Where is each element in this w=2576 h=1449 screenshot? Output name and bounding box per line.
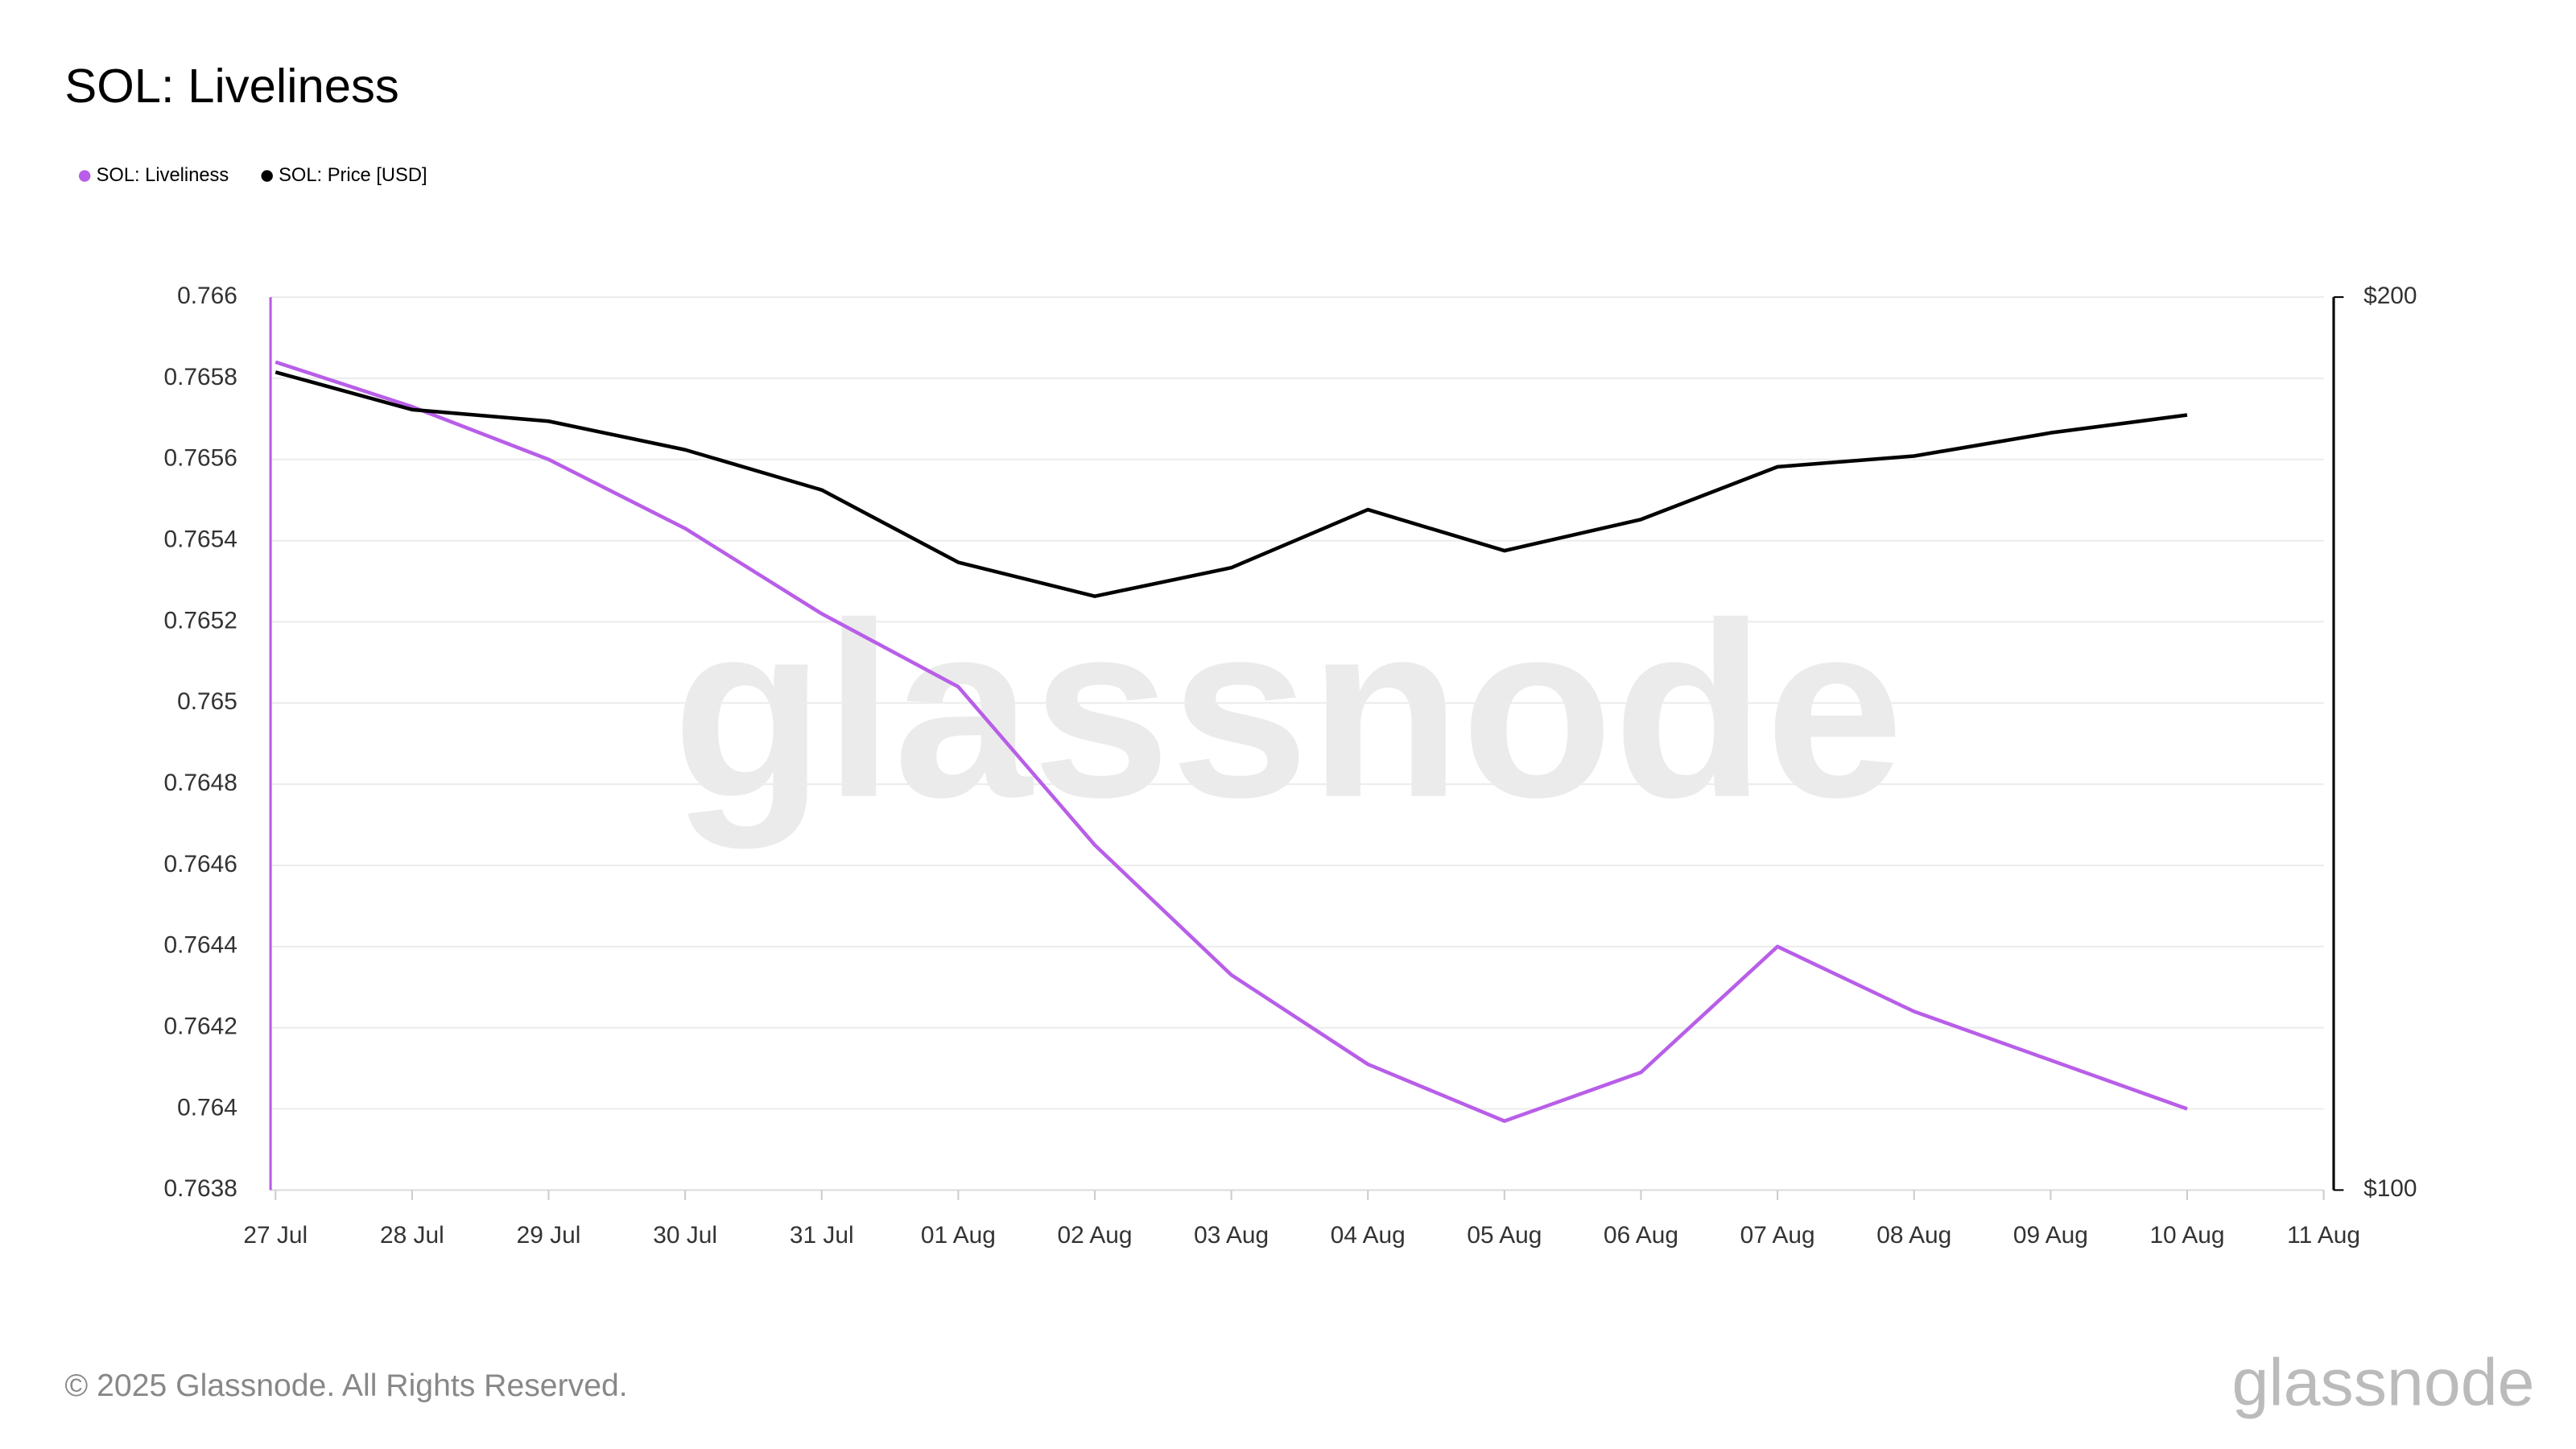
x-tick-label: 09 Aug	[2013, 1222, 2088, 1249]
x-tick-label: 04 Aug	[1331, 1222, 1406, 1249]
x-tick-label: 29 Jul	[517, 1222, 581, 1249]
y-tick-label: 0.7648	[163, 770, 237, 796]
x-tick-label: 30 Jul	[653, 1222, 717, 1249]
x-tick-label: 28 Jul	[380, 1222, 444, 1249]
watermark: glassnode	[672, 571, 1904, 851]
y-tick-label: 0.7654	[163, 526, 237, 552]
legend-marker	[261, 170, 273, 182]
y-tick-label: 0.764	[177, 1094, 237, 1121]
legend-marker	[78, 170, 91, 182]
y-tick-label: 0.765	[177, 688, 237, 715]
y-tick-label: 0.7658	[163, 364, 237, 390]
y-tick-label: 0.7656	[163, 445, 237, 472]
y2-tick-label: $100	[2363, 1175, 2417, 1202]
y2-tick-label: $200	[2363, 283, 2417, 309]
x-tick-label: 03 Aug	[1194, 1222, 1269, 1249]
y-tick-label: 0.7646	[163, 851, 237, 877]
y-tick-label: 0.7652	[163, 607, 237, 634]
y-tick-label: 0.7638	[163, 1175, 237, 1202]
y-tick-label: 0.7644	[163, 932, 237, 959]
x-tick-label: 02 Aug	[1057, 1222, 1132, 1249]
x-tick-label: 31 Jul	[790, 1222, 854, 1249]
chart-title: SOL: Liveliness	[64, 59, 398, 113]
x-tick-label: 01 Aug	[921, 1222, 996, 1249]
logo: glassnode	[2231, 1345, 2534, 1419]
series-line	[275, 370, 2188, 598]
x-tick-label: 27 Jul	[243, 1222, 308, 1249]
y-tick-label: 0.7642	[163, 1013, 237, 1040]
footer: © 2025 Glassnode. All Rights Reserved.	[64, 1368, 627, 1403]
x-tick-label: 06 Aug	[1604, 1222, 1678, 1249]
x-tick-label: 11 Aug	[2287, 1222, 2360, 1249]
legend-label: SOL: Liveliness	[97, 165, 229, 186]
x-tick-label: 07 Aug	[1740, 1222, 1815, 1249]
y-tick-label: 0.766	[177, 283, 237, 309]
x-tick-label: 08 Aug	[1876, 1222, 1951, 1249]
series-line	[275, 360, 2188, 1123]
legend-label: SOL: Price [USD]	[279, 165, 427, 186]
x-tick-label: 05 Aug	[1467, 1222, 1542, 1249]
x-tick-label: 10 Aug	[2149, 1222, 2224, 1249]
